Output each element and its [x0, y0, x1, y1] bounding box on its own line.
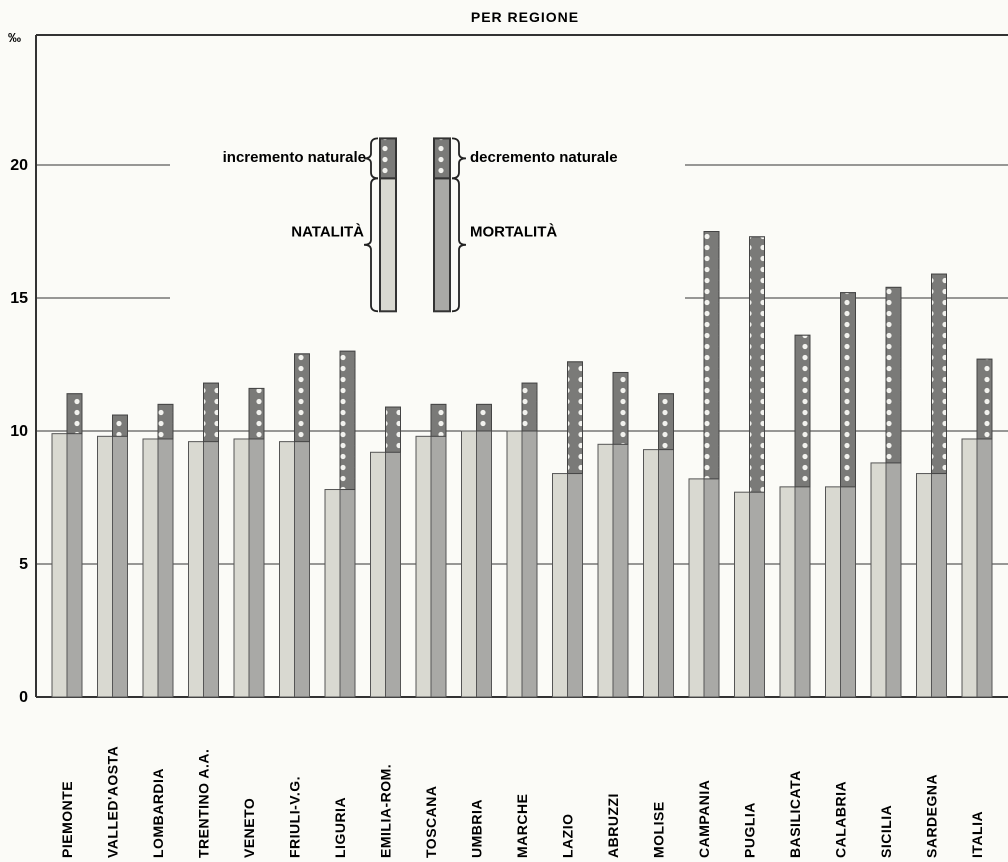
birth-bar: [552, 473, 568, 698]
decrease-band: [749, 236, 765, 493]
legend-death-bar: [433, 177, 451, 313]
legend-decrease-band: [433, 137, 451, 180]
legend-death-label: MORTALITÀ: [470, 224, 557, 241]
birth-bar: [97, 435, 113, 698]
birth-bar: [370, 451, 386, 698]
death-bar: [112, 414, 128, 698]
decrease-band: [66, 393, 83, 435]
category-label: SARDEGNA: [924, 774, 940, 858]
decrease-band: [976, 358, 993, 440]
legend-birth-bar: [379, 177, 397, 313]
y-ticks: 0 5 10 15 20: [10, 157, 28, 706]
decrease-band: [658, 393, 674, 451]
birth-bar: [233, 438, 250, 698]
legend-increase-label: incremento naturale: [223, 149, 366, 166]
birth-bar: [779, 486, 796, 698]
birth-bar: [461, 430, 477, 698]
birth-bar: [961, 438, 978, 698]
birth-bar: [142, 438, 159, 698]
legend-birth-label: NATALITÀ: [291, 224, 364, 241]
birth-bar: [734, 491, 750, 698]
category-label: PUGLIA: [742, 802, 758, 858]
birth-bar: [916, 473, 932, 698]
chart-title: PER REGIONE: [471, 9, 579, 25]
death-bar: [66, 393, 83, 698]
category-label: CALABRIA: [833, 781, 849, 858]
birth-bar: [51, 433, 68, 698]
decrease-band: [248, 387, 265, 440]
birth-bar: [279, 441, 295, 698]
decrease-band: [703, 231, 720, 480]
y-tick-label: 15: [10, 290, 28, 307]
legend-decrease-label: decremento naturale: [470, 149, 618, 166]
category-label: LOMBARDIA: [150, 768, 166, 858]
death-bar: [430, 403, 447, 698]
category-label: VENETO: [241, 798, 257, 858]
legend: incremento naturale decremento naturale NA…: [170, 137, 685, 320]
death-bar: [476, 403, 492, 698]
category-label: TOSCANA: [423, 786, 439, 858]
category-label: LIGURIA: [332, 797, 348, 858]
brace-increase: [363, 137, 379, 180]
bars: [51, 231, 993, 698]
y-tick-label: 10: [10, 423, 28, 440]
birth-bar: [870, 462, 887, 698]
category-label: PIEMONTE: [59, 781, 75, 858]
category-labels: PIEMONTE VALLED'AOSTA LOMBARDIA TRENTINO A.…: [59, 746, 985, 858]
category-label: SICILIA: [878, 805, 894, 858]
birth-bar: [415, 435, 432, 698]
decrease-band: [794, 334, 811, 488]
category-label: TRENTINO A.A.: [196, 749, 212, 858]
birth-bar: [597, 443, 614, 698]
category-label: ITALIA: [969, 811, 985, 858]
decrease-band: [885, 286, 902, 464]
birth-bar: [688, 478, 705, 698]
brace-mortality: [451, 177, 467, 313]
brace-natality: [363, 177, 379, 313]
decrease-band: [612, 371, 629, 445]
birth-bar: [188, 441, 204, 698]
decrease-band: [430, 403, 447, 437]
category-label: MOLISE: [651, 801, 667, 858]
category-label: CAMPANIA: [696, 780, 712, 858]
brace-decrease: [451, 137, 467, 180]
category-label: UMBRIA: [469, 799, 485, 858]
decrease-band: [567, 361, 583, 475]
birth-bar: [825, 486, 841, 698]
birth-bar: [643, 449, 659, 698]
decrease-band: [521, 382, 538, 432]
category-label: BASILICATA: [787, 770, 803, 858]
category-label: MARCHE: [514, 794, 530, 858]
category-label: FRIULI-V.G.: [287, 776, 303, 858]
decrease-band: [840, 292, 856, 488]
birth-bar: [506, 430, 523, 698]
decrease-band: [385, 406, 401, 453]
decrease-band: [339, 350, 356, 491]
y-tick-label: 5: [19, 556, 28, 573]
decrease-band: [476, 403, 492, 432]
legend-background: [170, 151, 685, 320]
y-axis-unit: ‰: [8, 30, 21, 45]
category-label: VALLED'AOSTA: [105, 746, 121, 858]
death-bar: [157, 403, 174, 698]
category-label: LAZIO: [560, 814, 576, 859]
decrease-band: [112, 414, 128, 437]
decrease-band: [294, 353, 310, 443]
y-tick-label: 0: [19, 689, 28, 706]
decrease-band: [157, 403, 174, 440]
legend-increase-band: [379, 137, 397, 180]
decrease-band: [203, 382, 219, 443]
category-label: ABRUZZI: [605, 793, 621, 858]
category-label: EMILIA-ROM.: [378, 764, 394, 858]
decrease-band: [931, 273, 947, 475]
birth-bar: [324, 489, 341, 698]
y-tick-label: 20: [10, 157, 28, 174]
